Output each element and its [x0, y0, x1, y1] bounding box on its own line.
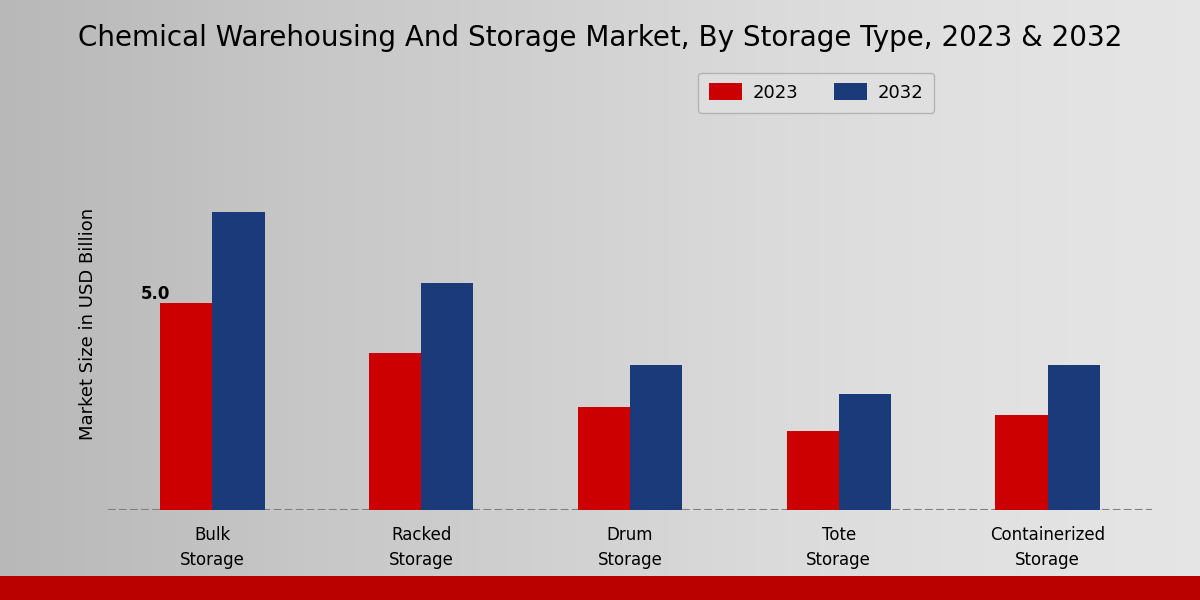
Text: 5.0: 5.0 — [140, 285, 169, 303]
Bar — [578, 407, 630, 510]
Bar — [630, 365, 683, 510]
Bar — [370, 353, 421, 510]
Bar — [787, 431, 839, 510]
Bar — [421, 283, 474, 510]
Bar — [839, 394, 892, 510]
Text: Chemical Warehousing And Storage Market, By Storage Type, 2023 & 2032: Chemical Warehousing And Storage Market,… — [78, 24, 1122, 52]
Legend: 2023, 2032: 2023, 2032 — [698, 73, 934, 113]
Y-axis label: Market Size in USD Billion: Market Size in USD Billion — [79, 208, 97, 440]
Bar — [212, 212, 265, 510]
Bar — [161, 304, 212, 510]
Bar — [1048, 365, 1100, 510]
Bar — [996, 415, 1048, 510]
